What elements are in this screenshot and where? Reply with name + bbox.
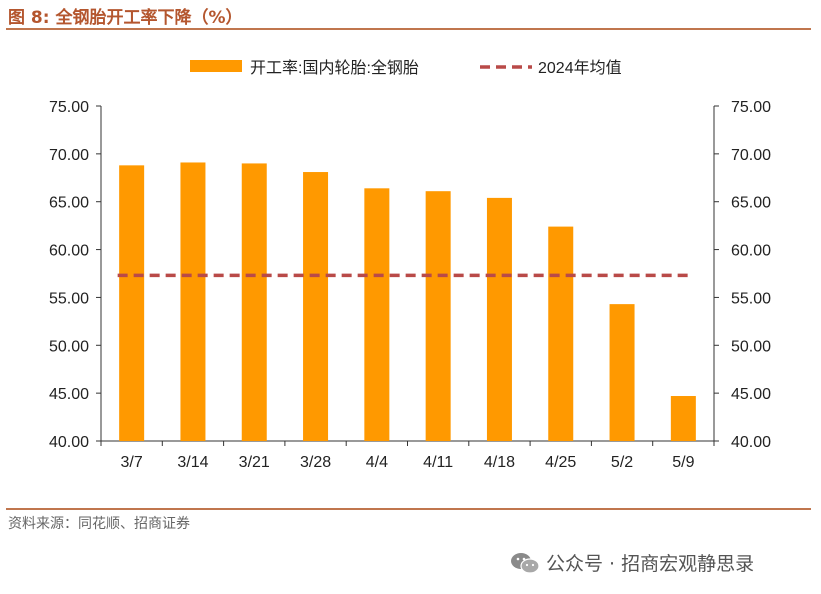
bar-3-14	[180, 162, 206, 441]
y-tick-label-left: 60.00	[49, 243, 89, 260]
y-tick-label-left: 70.00	[49, 147, 89, 164]
bar-3-21	[241, 163, 267, 441]
y-tick-label-left: 65.00	[49, 195, 89, 212]
y-tick-label-left: 75.00	[49, 99, 89, 116]
y-tick-label-right: 40.00	[731, 434, 771, 451]
watermark: 公众号 · 招商宏观静思录	[510, 549, 754, 576]
legend-bar-label: 开工率:国内轮胎:全钢胎	[250, 59, 419, 77]
bar-4-18	[486, 197, 512, 441]
y-tick-label-right: 75.00	[731, 99, 771, 116]
y-tick-label-left: 40.00	[49, 434, 89, 451]
x-tick-label: 4/4	[366, 454, 388, 471]
axes: 40.00 45.00 50.00 55.00 60.00 65.00 70.00 75.00…	[49, 99, 771, 471]
y-tick-label-right: 50.00	[731, 338, 771, 355]
bar-5-2	[609, 304, 635, 441]
x-tick-label: 3/28	[300, 454, 331, 471]
x-tick-label: 3/14	[177, 454, 208, 471]
y-tick-label-left: 55.00	[49, 290, 89, 307]
wechat-icon	[511, 552, 540, 574]
legend: 开工率:国内轮胎:全钢胎 2024年均值	[190, 59, 622, 77]
bar-chart: 开工率:国内轮胎:全钢胎 2024年均值 40.00 45.00 50.00 55.0…	[49, 59, 771, 471]
figure-title: 图 8: 全钢胎开工率下降（%）	[8, 8, 243, 28]
y-tick-label-right: 55.00	[731, 290, 771, 307]
y-tick-label-right: 70.00	[731, 147, 771, 164]
bar-4-25	[548, 226, 574, 441]
watermark-text: 公众号 · 招商宏观静思录	[546, 553, 755, 575]
x-tick-label: 5/2	[611, 454, 633, 471]
legend-bar-swatch	[190, 60, 242, 72]
x-tick-label: 4/25	[545, 454, 576, 471]
x-tick-label: 5/9	[672, 454, 694, 471]
bar-3-7	[119, 165, 145, 442]
y-tick-label-right: 45.00	[731, 386, 771, 403]
x-tick-label: 3/21	[239, 454, 270, 471]
legend-avg-label: 2024年均值	[538, 59, 622, 77]
y-tick-label-right: 65.00	[731, 195, 771, 212]
y-tick-label-left: 45.00	[49, 386, 89, 403]
bar-3-28	[303, 172, 329, 442]
source-divider	[6, 508, 811, 510]
source-note: 资料来源：同花顺、招商证券	[8, 516, 190, 532]
x-tick-label: 3/7	[121, 454, 143, 471]
title-divider	[6, 28, 811, 30]
bar-4-4	[364, 188, 390, 441]
x-tick-label: 4/11	[423, 454, 453, 471]
bars-layer	[119, 162, 696, 442]
y-tick-label-left: 50.00	[49, 338, 89, 355]
x-tick-label: 4/18	[484, 454, 515, 471]
y-tick-label-right: 60.00	[731, 243, 771, 260]
bar-5-9	[670, 396, 696, 441]
bar-4-11	[425, 191, 451, 441]
